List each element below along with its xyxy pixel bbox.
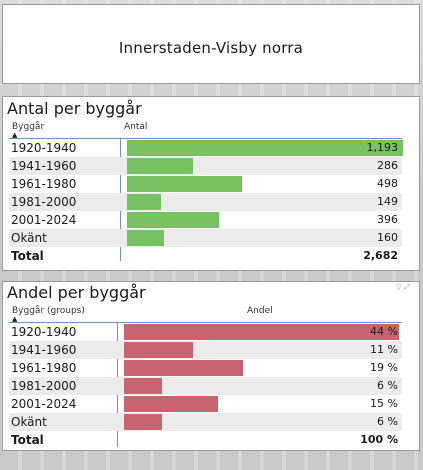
row-label: 1961-1980 [11, 177, 77, 191]
table-row[interactable]: 1941-1960 11 % [9, 341, 402, 359]
header-divider [9, 322, 402, 323]
col-header-byggar[interactable]: Byggår [12, 122, 45, 132]
table-row[interactable]: 1920-1940 1,193 [9, 139, 403, 157]
total-row: Total 2,682 [9, 247, 402, 265]
row-label: 1920-1940 [11, 141, 77, 155]
data-bar [124, 342, 193, 358]
table-row[interactable]: Okänt 160 [9, 229, 402, 247]
row-label: 1961-1980 [11, 361, 77, 375]
row-label: 1981-2000 [11, 195, 77, 209]
page-title: Innerstaden-Visby norra [118, 39, 304, 57]
data-bar [124, 324, 399, 340]
row-label: 2001-2024 [11, 213, 77, 227]
row-label: Okänt [11, 415, 47, 429]
data-bar [127, 194, 161, 210]
data-bar [127, 158, 193, 174]
total-value: 2,682 [363, 249, 398, 262]
row-label: Okänt [11, 231, 47, 245]
antal-table-card: Antal per byggår Byggår ▲ Antal 1920-194… [2, 96, 420, 271]
andel-table-heading: Andel per byggår [7, 283, 146, 302]
table-row[interactable]: 1941-1960 286 [9, 157, 402, 175]
data-bar [124, 396, 218, 412]
andel-table-card: Andel per byggår ▽⤢ Byggår (groups) ▲ An… [2, 281, 420, 451]
sort-asc-icon[interactable]: ▲ [12, 315, 18, 323]
row-label: 1941-1960 [11, 159, 77, 173]
row-value: 15 % [370, 397, 398, 410]
row-value: 6 % [377, 415, 398, 428]
table-row[interactable]: 1981-2000 6 % [9, 377, 402, 395]
row-value: 396 [377, 213, 398, 226]
col-header-andel[interactable]: Andel [247, 306, 273, 316]
row-value: 160 [377, 231, 398, 244]
table-row[interactable]: 1920-1940 44 % [9, 323, 402, 341]
data-bar [124, 360, 243, 376]
row-value: 11 % [370, 343, 398, 356]
data-bar [127, 230, 164, 246]
row-value: 19 % [370, 361, 398, 374]
data-bar [127, 176, 242, 192]
table-row[interactable]: 2001-2024 396 [9, 211, 402, 229]
data-bar [127, 212, 219, 228]
filter-icon[interactable]: ▽ [396, 283, 405, 291]
row-label: 1941-1960 [11, 343, 77, 357]
title-card: Innerstaden-Visby norra [2, 4, 420, 84]
antal-table-heading: Antal per byggår [7, 99, 142, 118]
visual-header-icons[interactable]: ▽⤢ [396, 283, 413, 292]
table-row[interactable]: 2001-2024 15 % [9, 395, 402, 413]
table-row[interactable]: 1981-2000 149 [9, 193, 402, 211]
data-bar [127, 140, 403, 156]
col-header-byggar-groups[interactable]: Byggår (groups) [12, 306, 85, 316]
sort-asc-icon[interactable]: ▲ [12, 131, 18, 139]
col-header-antal[interactable]: Antal [124, 122, 148, 132]
row-value: 1,193 [366, 141, 399, 154]
row-label: 1981-2000 [11, 379, 77, 393]
data-bar [124, 414, 162, 430]
table-row[interactable]: 1961-1980 19 % [9, 359, 402, 377]
header-divider [9, 138, 402, 139]
row-value: 44 % [370, 325, 398, 338]
table-row[interactable]: Okänt 6 % [9, 413, 402, 431]
total-label: Total [11, 433, 44, 447]
total-label: Total [11, 249, 44, 263]
table-row[interactable]: 1961-1980 498 [9, 175, 402, 193]
row-value: 286 [377, 159, 398, 172]
row-value: 498 [377, 177, 398, 190]
row-value: 149 [377, 195, 398, 208]
total-value: 100 % [360, 433, 398, 446]
focus-mode-icon[interactable]: ⤢ [404, 283, 413, 291]
row-label: 2001-2024 [11, 397, 77, 411]
total-row: Total 100 % [9, 431, 402, 449]
row-label: 1920-1940 [11, 325, 77, 339]
data-bar [124, 378, 162, 394]
row-value: 6 % [377, 379, 398, 392]
